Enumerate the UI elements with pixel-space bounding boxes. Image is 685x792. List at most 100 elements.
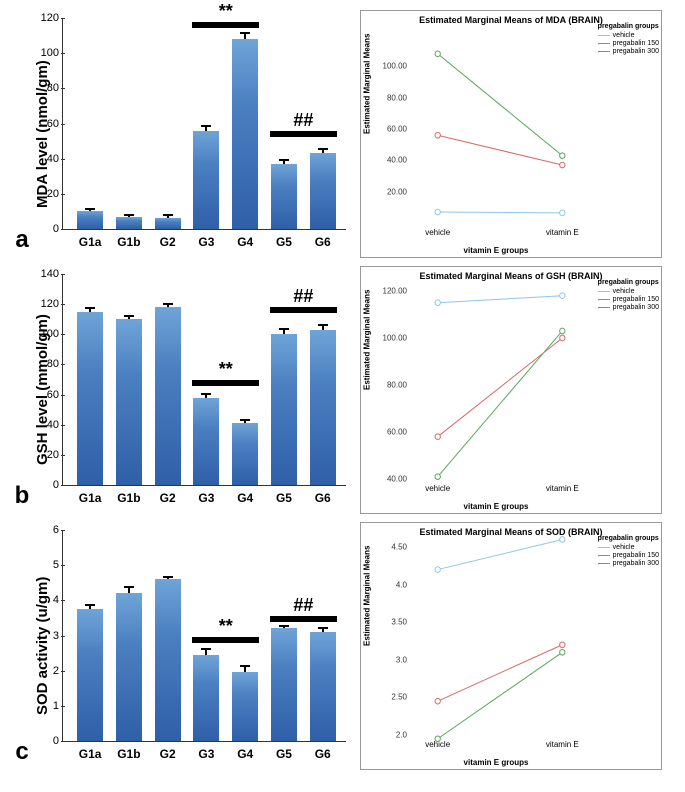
line-series: [438, 331, 563, 477]
panel-c: cSOD activity (u/gm)0123456G1aG1bG2G3G4G…: [10, 522, 675, 770]
line-marker: [560, 537, 565, 543]
error-bar: [244, 32, 246, 39]
x-tick-label: G3: [198, 747, 214, 761]
y-tick: 80: [29, 82, 59, 94]
legend-swatch: [598, 307, 610, 309]
line-plot-area: 2.02.503.03.504.04.50vehiclevitamin E: [411, 547, 589, 735]
bar: [77, 211, 103, 229]
legend-item: pregabalin 300: [598, 304, 659, 311]
error-bar: [167, 214, 169, 218]
y-tick: 60: [29, 389, 59, 401]
bar: [155, 307, 181, 485]
line-series: [438, 539, 563, 569]
y-tick: 120: [29, 298, 59, 310]
error-bar: [205, 393, 207, 398]
line-marker: [435, 434, 440, 440]
bar: [116, 217, 142, 229]
error-bar: [283, 328, 285, 334]
line-chart-title: Estimated Marginal Means of GSH (BRAIN): [419, 271, 602, 281]
y-tick: 60: [29, 118, 59, 130]
line-series: [438, 296, 563, 303]
significance-label: ##: [293, 286, 313, 307]
line-series-svg: [411, 35, 589, 223]
legend-title: pregabalin groups: [598, 279, 659, 286]
line-marker: [560, 642, 565, 648]
y-tick: 0: [29, 735, 59, 747]
error-bar: [322, 148, 324, 153]
x-tick-label: G3: [198, 235, 214, 249]
x-tick-label: G5: [276, 491, 292, 505]
legend: pregabalin groupsvehiclepregabalin 150pr…: [598, 23, 659, 56]
line-y-tick: 4.50: [381, 543, 407, 552]
error-bar: [205, 648, 207, 655]
line-chart: Estimated Marginal Means of MDA (BRAIN)E…: [360, 10, 662, 258]
x-tick-label: G6: [315, 235, 331, 249]
legend-swatch: [598, 291, 610, 293]
bar: [155, 579, 181, 741]
x-tick-label: G2: [160, 235, 176, 249]
legend-item: vehicle: [598, 32, 659, 39]
significance-label: **: [219, 616, 233, 637]
line-x-tick: vehicle: [425, 228, 450, 237]
y-tick: 2: [29, 665, 59, 677]
legend-title: pregabalin groups: [598, 535, 659, 542]
y-tick: 20: [29, 449, 59, 461]
line-y-tick: 80.00: [381, 93, 407, 102]
legend-swatch: [598, 35, 610, 37]
bar-plot-area: 0123456G1aG1bG2G3G4G5G6**##: [62, 530, 346, 742]
error-bar: [205, 125, 207, 130]
bar-chart: SOD activity (u/gm)0123456G1aG1bG2G3G4G5…: [34, 522, 354, 770]
y-tick: 40: [29, 419, 59, 431]
legend-label: vehicle: [613, 32, 635, 39]
bar-chart: MDA level (nmol/gm)020406080100120G1aG1b…: [34, 10, 354, 258]
line-y-tick: 100.00: [381, 62, 407, 71]
line-y-tick: 2.50: [381, 693, 407, 702]
legend-item: pregabalin 150: [598, 552, 659, 559]
x-tick-label: G3: [198, 491, 214, 505]
line-marker: [435, 132, 440, 138]
error-bar: [167, 576, 169, 580]
line-chart: Estimated Marginal Means of SOD (BRAIN)E…: [360, 522, 662, 770]
line-series-svg: [411, 547, 589, 735]
error-bar: [167, 303, 169, 308]
significance-label: ##: [293, 595, 313, 616]
x-tick-label: G2: [160, 491, 176, 505]
y-tick: 20: [29, 188, 59, 200]
line-y-tick: 2.0: [381, 731, 407, 740]
line-marker: [560, 328, 565, 334]
line-y-tick: 4.0: [381, 580, 407, 589]
x-tick-label: G5: [276, 235, 292, 249]
line-x-tick: vitamin E: [546, 740, 579, 749]
line-plot-area: 20.0040.0060.0080.00100.00vehiclevitamin…: [411, 35, 589, 223]
line-marker: [435, 300, 440, 306]
y-tick: 0: [29, 223, 59, 235]
x-tick-label: G1a: [79, 235, 102, 249]
x-tick-label: G1a: [79, 491, 102, 505]
legend-item: pregabalin 150: [598, 40, 659, 47]
legend-label: vehicle: [613, 288, 635, 295]
y-tick: 120: [29, 12, 59, 24]
line-y-tick: 20.00: [381, 187, 407, 196]
line-chart: Estimated Marginal Means of GSH (BRAIN)E…: [360, 266, 662, 514]
y-tick: 40: [29, 153, 59, 165]
panel-b: bGSH level (mmol/gm)020406080100120140G1…: [10, 266, 675, 514]
legend-swatch: [598, 51, 610, 53]
y-tick: 0: [29, 479, 59, 491]
y-tick: 100: [29, 328, 59, 340]
error-bar: [128, 315, 130, 320]
line-y-tick: 60.00: [381, 428, 407, 437]
line-series: [438, 645, 563, 701]
line-y-tick: 3.50: [381, 618, 407, 627]
line-marker: [435, 474, 440, 480]
error-bar: [322, 627, 324, 632]
x-tick-label: G1a: [79, 747, 102, 761]
line-series: [438, 54, 563, 156]
line-chart-title: Estimated Marginal Means of MDA (BRAIN): [419, 15, 603, 25]
x-tick-label: G1b: [117, 747, 140, 761]
significance-bar: [192, 22, 259, 28]
line-y-tick: 3.0: [381, 655, 407, 664]
bar: [116, 593, 142, 741]
line-chart-title: Estimated Marginal Means of SOD (BRAIN): [419, 527, 602, 537]
line-x-axis-label: vitamin E groups: [464, 758, 529, 767]
bar: [193, 398, 219, 485]
